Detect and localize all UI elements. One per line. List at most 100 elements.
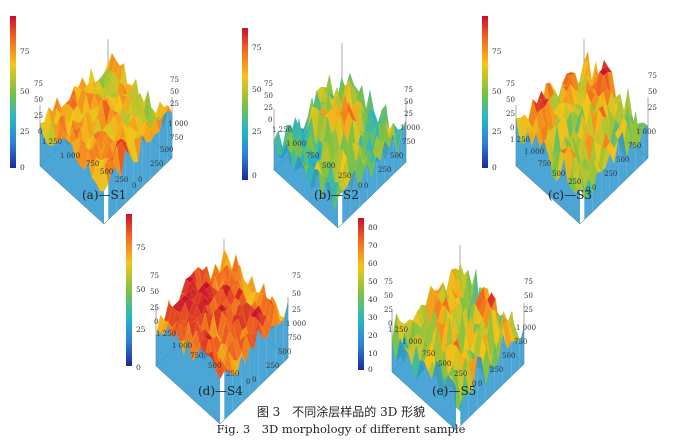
left-axis-tick: 750: [538, 160, 552, 168]
z-axis-tick: 25: [150, 304, 159, 312]
right-axis-tick: 500: [616, 156, 630, 164]
panel-label: (c)—S3: [548, 188, 592, 202]
figure-caption-cn: 图 3 不同涂层样品的 3D 形貌: [256, 405, 426, 419]
colorbar-tick: 0: [20, 163, 25, 172]
right-axis-tick: 500: [160, 146, 174, 154]
colorbar-tick: 50: [368, 277, 378, 286]
colorbar-tick: 75: [492, 47, 502, 56]
left-axis-tick: 1 250: [156, 330, 177, 338]
right-axis-tick: 250: [604, 170, 618, 178]
right-axis-tick: 1 000: [636, 128, 657, 136]
colorbar: [10, 16, 16, 168]
colorbar-tick: 50: [492, 87, 502, 96]
right-z-tick: 50: [524, 292, 533, 300]
right-z-tick: 75: [170, 76, 179, 84]
right-z-tick: 25: [648, 104, 657, 112]
colorbar-tick: 50: [252, 85, 262, 94]
colorbar-tick: 50: [136, 285, 146, 294]
colorbar-tick: 25: [20, 127, 30, 136]
left-axis-tick: 500: [208, 362, 222, 370]
left-axis-tick: 500: [438, 360, 452, 368]
left-axis-tick: 500: [322, 162, 336, 170]
z-axis-tick: 75: [264, 80, 273, 88]
z-axis-tick: 25: [384, 306, 393, 314]
panel-s2: 75 50 25 0 75 50 25 0 1 250 1 000 750 50…: [234, 14, 420, 229]
right-axis-tick: 750: [288, 334, 302, 342]
right-z-tick: 25: [292, 306, 301, 314]
z-axis-tick: 50: [34, 96, 43, 104]
colorbar-tick: 75: [252, 43, 262, 52]
surface-plot: [273, 43, 407, 229]
z-axis-tick: 25: [34, 112, 43, 120]
right-axis-tick: 0: [364, 182, 369, 190]
right-axis-tick: 1 000: [400, 124, 421, 132]
colorbar-tick: 20: [368, 331, 378, 340]
z-axis-tick: 50: [384, 292, 393, 300]
panel-label: (a)—S1: [82, 188, 127, 202]
colorbar-tick: 70: [368, 241, 378, 250]
surface-plot: [515, 39, 649, 225]
panel-label: (d)—S4: [198, 384, 243, 398]
left-axis-tick: 250: [568, 178, 582, 186]
right-axis-tick: 0: [252, 376, 257, 384]
left-axis-tick: 0: [358, 182, 363, 190]
colorbar-tick: 75: [136, 243, 146, 252]
left-axis-tick: 1 250: [388, 326, 409, 334]
z-axis-tick: 0: [388, 320, 393, 328]
right-axis-tick: 750: [170, 134, 184, 142]
left-axis-tick: 750: [190, 352, 204, 360]
z-axis-tick: 75: [384, 278, 393, 286]
z-axis-tick: 50: [506, 96, 515, 104]
colorbar-tick: 50: [20, 87, 30, 96]
colorbar-tick: 30: [368, 313, 378, 322]
colorbar-tick: 0: [252, 171, 257, 180]
left-axis-tick: 1 000: [286, 140, 307, 148]
colorbar: [482, 16, 488, 168]
right-z-tick: 25: [524, 306, 533, 314]
left-axis-tick: 1 000: [402, 338, 423, 346]
colorbar-tick: 0: [492, 163, 497, 172]
left-axis-tick: 0: [132, 182, 137, 190]
right-axis-tick: 0: [592, 184, 597, 192]
left-axis-tick: 0: [472, 380, 477, 388]
right-z-tick: 25: [404, 110, 413, 118]
left-axis-tick: 750: [306, 152, 320, 160]
left-axis-tick: 0: [246, 378, 251, 386]
right-axis-tick: 1 000: [286, 320, 307, 328]
left-axis-tick: 1 250: [42, 138, 63, 146]
right-z-tick: 50: [404, 98, 413, 106]
panel-label: (e)—S5: [432, 384, 477, 398]
right-axis-tick: 750: [628, 142, 642, 150]
panel-s5: 80 70 60 50 40 30 20 10 0 75 50 25 0 1 2…: [352, 216, 536, 431]
left-axis-tick: 250: [454, 370, 468, 378]
z-axis-tick: 25: [506, 110, 515, 118]
z-axis-tick: 75: [506, 80, 515, 88]
panel-label: (b)—S2: [314, 188, 359, 202]
colorbar-tick: 0: [368, 365, 373, 374]
colorbar-tick: 0: [136, 363, 141, 372]
right-axis-tick: 0: [138, 176, 143, 184]
right-axis-tick: 250: [266, 362, 280, 370]
colorbar-tick: 10: [368, 349, 378, 358]
panel-s1: 75 50 25 0 75 50 25 0 1 250 1 000 750 50…: [0, 10, 188, 225]
z-axis-tick: 25: [264, 104, 273, 112]
left-axis-tick: 1 000: [172, 342, 193, 350]
z-axis-tick: 0: [510, 124, 515, 132]
right-axis-tick: 750: [514, 338, 528, 346]
left-axis-tick: 0: [586, 186, 591, 194]
surface-plot: [391, 245, 525, 431]
left-axis-tick: 500: [100, 168, 114, 176]
panel-s4: 75 50 25 0 75 50 25 0 1 250 1 000 750 50…: [116, 210, 306, 425]
right-axis-tick: 250: [490, 366, 504, 374]
colorbar: [126, 214, 132, 366]
right-axis-tick: 0: [478, 380, 483, 388]
left-axis-tick: 250: [338, 172, 352, 180]
surface-plot: [155, 239, 289, 425]
z-axis-tick: 0: [268, 116, 273, 124]
right-z-tick: 75: [524, 278, 533, 286]
right-z-tick: 50: [648, 88, 657, 96]
right-axis-tick: 250: [378, 166, 392, 174]
right-z-tick: 50: [292, 290, 301, 298]
z-axis-tick: 50: [150, 288, 159, 296]
left-axis-tick: 1 250: [510, 136, 531, 144]
